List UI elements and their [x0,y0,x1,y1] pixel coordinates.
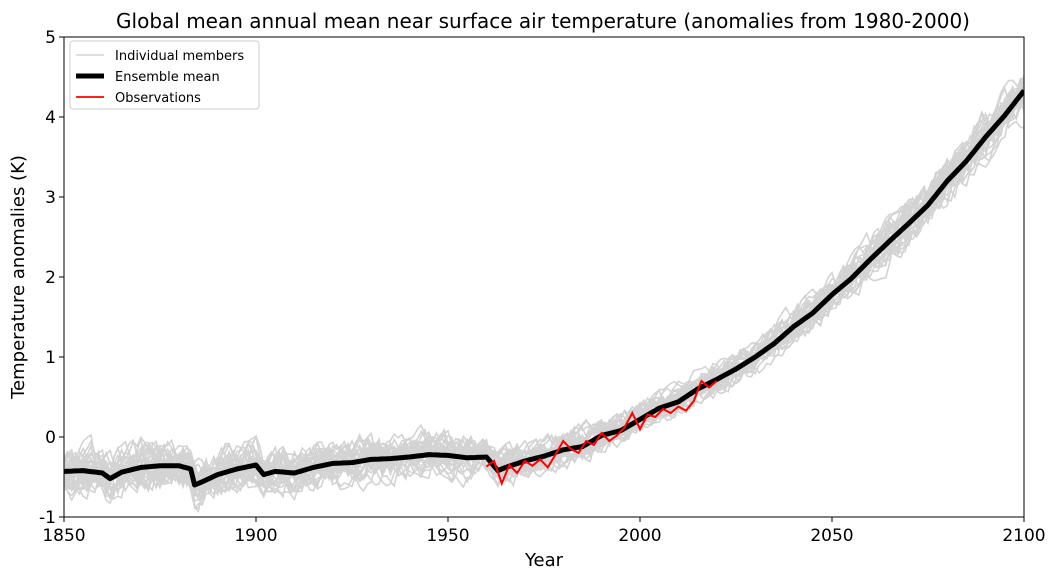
member-line [64,75,1024,479]
member-line [64,84,1024,502]
y-tick-label: 2 [45,268,56,288]
x-tick-label: 2050 [810,526,853,546]
x-axis-label: Year [524,550,564,571]
member-line [64,86,1024,493]
x-tick-label: 2000 [618,526,661,546]
observations-group [485,379,718,487]
member-line [64,86,1024,484]
observations-line [485,379,718,487]
y-axis-label: Temperature anomalies (K) [8,155,29,400]
member-line [64,85,1024,493]
y-tick-label: 4 [45,108,56,128]
legend-label-observations: Observations [115,91,201,106]
member-line [64,96,1024,497]
legend-label-members: Individual members [115,49,244,64]
y-tick-label: 3 [45,188,56,208]
member-line [64,85,1024,486]
member-line [64,76,1024,494]
chart-title: Global mean annual mean near surface air… [116,9,970,33]
legend: Individual members Ensemble mean Observa… [69,40,260,110]
member-line [64,86,1024,491]
member-line [64,77,1024,499]
member-line [64,81,1024,499]
y-tick-label: 1 [45,348,56,368]
member-line [64,78,1024,492]
y-tick-label: 0 [45,428,56,448]
x-tick-label: 1850 [42,526,85,546]
x-tick-label: 2100 [1002,526,1045,546]
x-tick-label: 1950 [426,526,469,546]
individual-members-group [64,75,1024,514]
member-line [64,79,1024,500]
member-line [64,84,1024,500]
y-tick-label: -1 [39,508,56,528]
legend-label-ensemble: Ensemble mean [115,70,220,85]
x-axis-ticks: 1850 1900 1950 2000 2050 2100 [42,517,1046,546]
ensemble-mean-group [64,89,1024,488]
member-line [64,96,1024,499]
member-line [64,89,1024,491]
member-line [64,91,1024,498]
legend-box [69,40,260,110]
member-line [64,83,1024,487]
x-tick-label: 1900 [234,526,277,546]
member-line [64,98,1024,487]
y-axis-ticks: -1 0 1 2 3 4 5 [39,28,64,528]
ensemble-mean-line [64,89,1024,488]
y-tick-label: 5 [45,28,56,48]
member-line [64,93,1024,487]
member-line [64,82,1024,498]
member-line [64,78,1024,483]
member-line [64,91,1024,497]
member-line [64,79,1024,483]
